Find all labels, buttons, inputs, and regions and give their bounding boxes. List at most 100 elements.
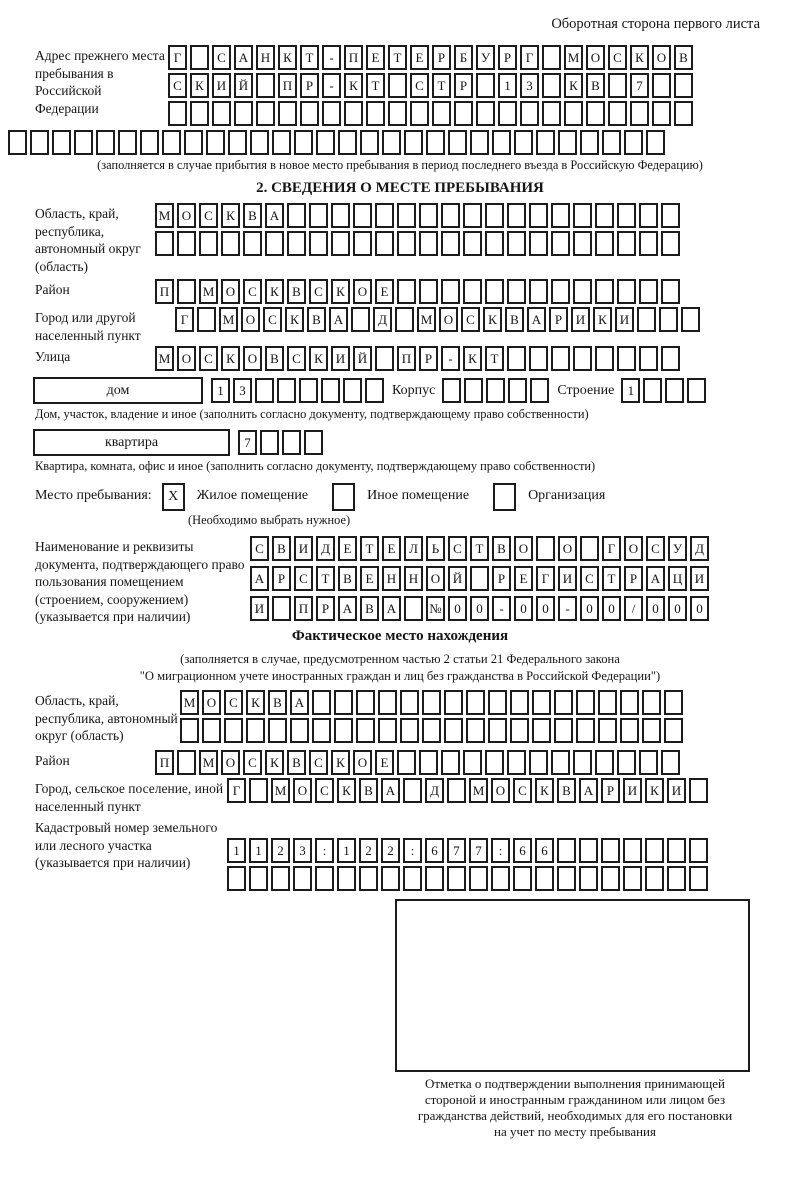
char-box[interactable]	[598, 718, 617, 743]
char-box[interactable]: А	[338, 596, 357, 621]
char-box[interactable]: У	[668, 536, 687, 561]
char-box[interactable]: С	[243, 279, 262, 304]
char-box[interactable]: О	[243, 346, 262, 371]
char-box[interactable]: 1	[249, 838, 268, 863]
char-box[interactable]	[177, 231, 196, 256]
char-box[interactable]: О	[177, 203, 196, 228]
char-box[interactable]	[485, 279, 504, 304]
char-box[interactable]	[426, 130, 445, 155]
char-box[interactable]	[488, 718, 507, 743]
char-box[interactable]	[498, 101, 517, 126]
char-box[interactable]	[272, 130, 291, 155]
char-box[interactable]	[529, 750, 548, 775]
char-box[interactable]	[576, 690, 595, 715]
char-box[interactable]: О	[241, 307, 260, 332]
char-box[interactable]: -	[441, 346, 460, 371]
char-box[interactable]: Т	[360, 536, 379, 561]
char-box[interactable]: В	[360, 596, 379, 621]
char-box[interactable]	[551, 346, 570, 371]
char-box[interactable]	[507, 346, 526, 371]
char-box[interactable]: К	[221, 346, 240, 371]
char-box[interactable]: Г	[175, 307, 194, 332]
char-box[interactable]: С	[513, 778, 532, 803]
char-box[interactable]: 7	[630, 73, 649, 98]
char-box[interactable]	[643, 378, 663, 403]
char-box[interactable]: Ц	[668, 566, 687, 591]
char-box[interactable]	[419, 750, 438, 775]
char-box[interactable]: Т	[300, 45, 319, 70]
char-box[interactable]: 7	[447, 838, 466, 863]
char-box[interactable]: Г	[227, 778, 246, 803]
char-box[interactable]: В	[359, 778, 378, 803]
char-box[interactable]	[551, 279, 570, 304]
char-box[interactable]: С	[580, 566, 599, 591]
char-box[interactable]	[246, 718, 265, 743]
char-box[interactable]	[529, 279, 548, 304]
char-box[interactable]: О	[293, 778, 312, 803]
char-box[interactable]	[397, 750, 416, 775]
char-box[interactable]	[224, 718, 243, 743]
char-box[interactable]: А	[329, 307, 348, 332]
char-box[interactable]	[642, 718, 661, 743]
char-box[interactable]: П	[397, 346, 416, 371]
char-box[interactable]: Р	[624, 566, 643, 591]
char-box[interactable]: С	[212, 45, 231, 70]
char-box[interactable]: М	[271, 778, 290, 803]
char-box[interactable]	[356, 718, 375, 743]
char-box[interactable]	[510, 690, 529, 715]
char-box[interactable]	[422, 718, 441, 743]
char-box[interactable]: 0	[536, 596, 555, 621]
char-box[interactable]: Р	[498, 45, 517, 70]
char-box[interactable]: Г	[520, 45, 539, 70]
char-box[interactable]: В	[674, 45, 693, 70]
char-box[interactable]	[300, 101, 319, 126]
char-box[interactable]: Й	[448, 566, 467, 591]
char-box[interactable]	[463, 203, 482, 228]
char-box[interactable]	[375, 231, 394, 256]
char-box[interactable]	[265, 231, 284, 256]
char-box[interactable]	[507, 203, 526, 228]
char-box[interactable]	[255, 378, 274, 403]
char-box[interactable]	[202, 718, 221, 743]
char-box[interactable]	[492, 130, 511, 155]
char-box[interactable]	[573, 231, 592, 256]
char-box[interactable]	[476, 73, 495, 98]
char-box[interactable]: Н	[404, 566, 423, 591]
char-box[interactable]: 3	[520, 73, 539, 98]
char-box[interactable]	[554, 690, 573, 715]
char-box[interactable]	[639, 750, 658, 775]
char-box[interactable]: А	[265, 203, 284, 228]
char-box[interactable]	[681, 307, 700, 332]
char-box[interactable]: Г	[602, 536, 621, 561]
char-box[interactable]	[260, 430, 279, 455]
char-box[interactable]: С	[294, 566, 313, 591]
char-box[interactable]	[441, 750, 460, 775]
char-box[interactable]: Т	[602, 566, 621, 591]
checkbox-residential[interactable]: X	[161, 483, 188, 511]
char-box[interactable]: С	[287, 346, 306, 371]
char-box[interactable]: У	[476, 45, 495, 70]
char-box[interactable]	[250, 130, 269, 155]
char-box[interactable]	[608, 73, 627, 98]
char-box[interactable]: 6	[513, 838, 532, 863]
char-box[interactable]: Ь	[426, 536, 445, 561]
char-box[interactable]	[689, 838, 708, 863]
char-box[interactable]	[382, 130, 401, 155]
char-box[interactable]: К	[246, 690, 265, 715]
char-box[interactable]	[602, 130, 621, 155]
char-box[interactable]: Е	[410, 45, 429, 70]
char-box[interactable]: Р	[300, 73, 319, 98]
char-box[interactable]	[312, 690, 331, 715]
char-box[interactable]	[365, 378, 384, 403]
char-box[interactable]: 6	[425, 838, 444, 863]
char-box[interactable]: Е	[375, 279, 394, 304]
char-box[interactable]	[277, 378, 296, 403]
char-box[interactable]: П	[344, 45, 363, 70]
char-box[interactable]: М	[199, 279, 218, 304]
char-box[interactable]	[620, 690, 639, 715]
char-box[interactable]	[249, 866, 268, 891]
char-box[interactable]	[486, 378, 506, 403]
char-box[interactable]: 2	[381, 838, 400, 863]
char-box[interactable]: К	[309, 346, 328, 371]
char-box[interactable]: А	[250, 566, 269, 591]
